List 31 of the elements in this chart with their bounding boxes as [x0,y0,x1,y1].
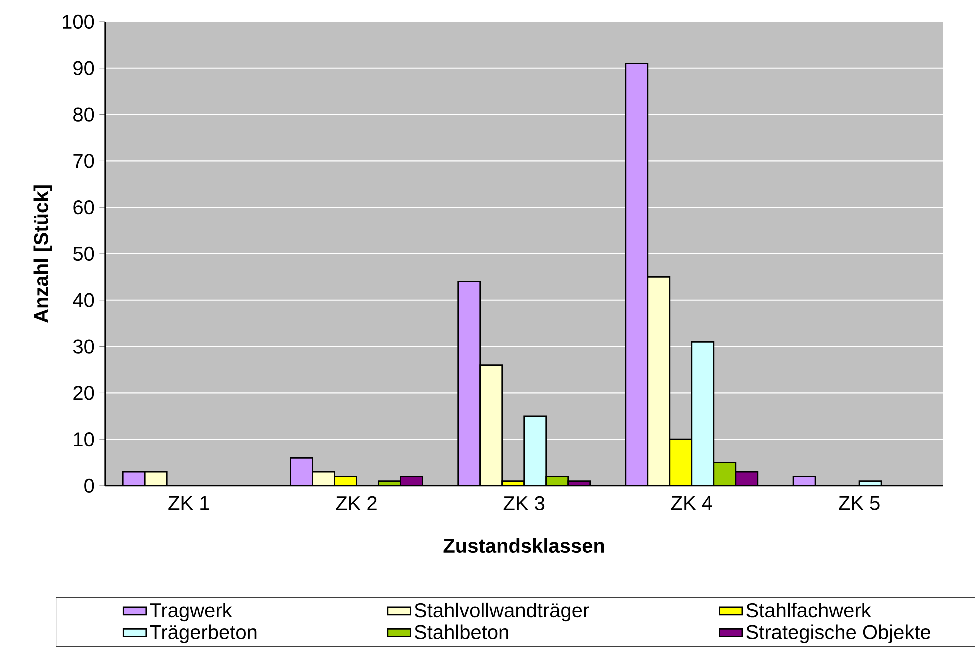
y-tick-label: 80 [74,108,94,122]
bar [480,365,502,486]
legend-label: Stahlvollwandträger [414,602,590,622]
x-tick-label: ZK 5 [839,496,880,510]
x-tick-label: ZK 3 [504,496,545,511]
x-axis-title: Zustandsklassen [444,538,604,554]
legend-label: Stahlfachwerk [746,602,872,618]
legend-label: Tragwerk [150,602,232,622]
bar [626,64,648,486]
x-tick-label: ZK 1 [168,496,210,510]
x-tick-label: ZK 4 [671,496,712,510]
y-tick-label: 50 [73,246,94,262]
legend-label: Trägerbeton [150,624,257,644]
y-axis-title: Anzahl [Stück] [34,186,52,323]
y-tick-label: 60 [74,200,94,215]
y-tick-label: 0 [84,478,94,494]
bar [458,282,480,486]
y-tick-label: 30 [73,340,94,354]
y-tick-label: 90 [74,61,94,76]
bar [524,416,546,486]
bar [692,342,714,486]
y-tick-label: 40 [73,293,94,308]
y-tick-label: 70 [74,154,94,168]
y-tick-label: 10 [74,432,94,447]
bar [670,440,692,486]
y-tick-label: 20 [74,386,94,400]
x-tick-label: ZK 2 [336,496,377,510]
bar [648,277,670,486]
legend-label: Stahlbeton [414,624,508,640]
legend-label: Strategische Objekte [746,624,930,644]
y-tick-label: 100 [63,14,94,30]
